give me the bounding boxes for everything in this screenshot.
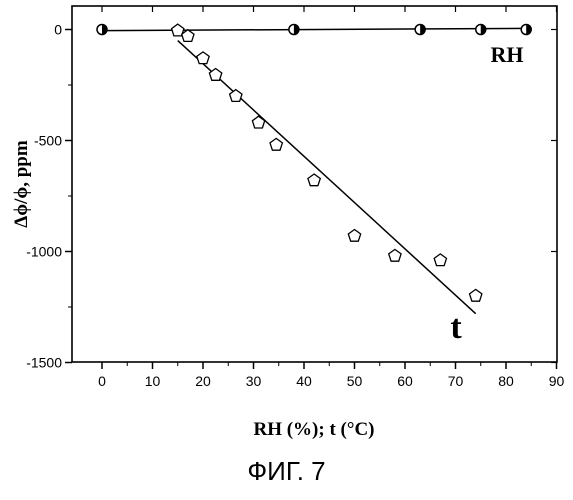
t-point	[434, 254, 446, 266]
figure-caption: ФИГ. 7	[0, 456, 573, 487]
t-point	[209, 69, 221, 81]
y-tick-label: -1500	[26, 355, 62, 371]
fit-line-t	[178, 41, 476, 314]
t-point	[230, 90, 242, 102]
x-tick-label: 80	[498, 373, 514, 389]
fit-line-rh	[102, 28, 526, 30]
t-point	[470, 289, 482, 301]
rh-point	[476, 25, 486, 35]
x-tick-label: 10	[145, 373, 161, 389]
x-tick-label: 50	[347, 373, 363, 389]
series-label-t: t	[450, 309, 462, 346]
y-axis-title: Δϕ/ϕ, ppm	[11, 140, 32, 228]
rh-point	[289, 25, 299, 35]
rh-point	[97, 25, 107, 35]
x-tick-label: 20	[195, 373, 211, 389]
x-tick-label: 40	[296, 373, 312, 389]
series-label-rh: RH	[491, 42, 524, 67]
data-points	[97, 24, 531, 301]
rh-point	[521, 25, 531, 35]
x-tick-label: 70	[448, 373, 464, 389]
fit-lines	[102, 28, 526, 313]
t-point	[389, 249, 401, 261]
x-tick-label: 90	[549, 373, 565, 389]
labels: RH (%); t (°C) Δϕ/ϕ, ppm RH t	[11, 42, 524, 440]
x-tick-label: 30	[246, 373, 262, 389]
x-tick-label: 0	[98, 373, 106, 389]
t-point	[308, 174, 320, 186]
t-point	[197, 52, 209, 64]
t-point	[348, 230, 360, 242]
ticks: 0 10 20 30 40 50 60 70 80 90 0 -500 -1000 -1500	[26, 6, 564, 389]
rh-point	[415, 25, 425, 35]
x-tick-label: 60	[397, 373, 413, 389]
y-tick-label: 0	[54, 22, 62, 38]
x-axis-title: RH (%); t (°C)	[253, 419, 374, 440]
y-tick-label: -500	[34, 133, 62, 149]
y-tick-label: -1000	[26, 244, 62, 260]
t-point	[270, 138, 282, 150]
